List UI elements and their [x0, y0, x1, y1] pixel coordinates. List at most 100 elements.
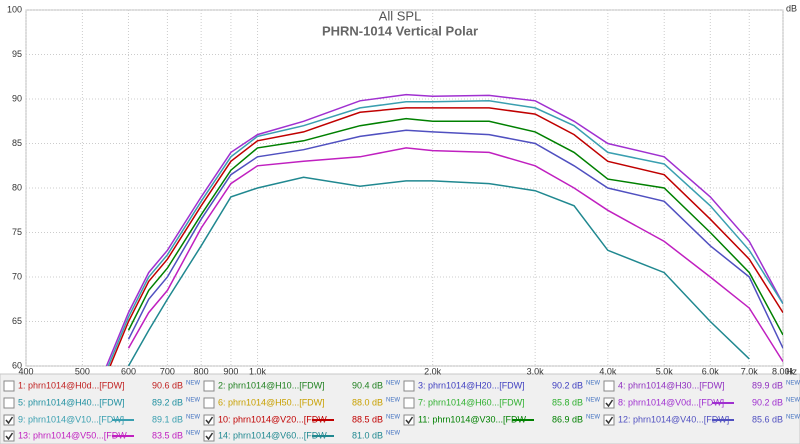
legend-checkbox — [3, 380, 15, 392]
legend-checkmark — [205, 416, 214, 425]
legend-name: 2: phrn1014@H10...[FDW] — [218, 380, 325, 390]
series-line — [127, 147, 783, 362]
legend-name: 4: phrn1014@H30...[FDW] — [618, 380, 725, 390]
legend-badge: NEW — [386, 415, 400, 421]
series-line — [107, 100, 783, 366]
x-tick-label: 7.0k — [741, 366, 759, 376]
legend-name: 8: phrn1014@V0d...[FDW] — [618, 397, 724, 407]
x-tick-label: 900 — [223, 366, 238, 376]
legend-badge: NEW — [186, 415, 200, 421]
legend-name: 11: phrn1014@V30...[FDW — [418, 414, 527, 424]
legend-name: 7: phrn1014@H60...[FDW] — [418, 397, 525, 407]
legend-checkmark — [405, 416, 414, 425]
legend-level: 88.5 dB — [352, 414, 383, 424]
x-tick-label: 400 — [18, 366, 33, 376]
legend-checkbox — [603, 414, 615, 426]
y-tick-label: 70 — [12, 271, 22, 281]
y-tick-label: 65 — [12, 316, 22, 326]
legend-checkbox — [403, 414, 415, 426]
legend-badge: NEW — [386, 431, 400, 437]
legend-panel — [0, 373, 800, 444]
y-tick-label: 95 — [12, 49, 22, 59]
legend-badge: NEW — [386, 398, 400, 404]
legend-level: 85.8 dB — [552, 397, 583, 407]
y-tick-label: 100 — [7, 4, 22, 14]
legend-level: 89.1 dB — [152, 414, 183, 424]
legend-checkbox — [203, 397, 215, 409]
legend-checkmark — [605, 399, 614, 408]
legend-level: 88.0 dB — [352, 397, 383, 407]
legend-badge: NEW — [186, 381, 200, 387]
legend-badge: NEW — [586, 415, 600, 421]
y-tick-label: 85 — [12, 138, 22, 148]
legend-level: 81.0 dB — [352, 430, 383, 440]
legend-checkmark — [5, 432, 14, 441]
legend-checkbox — [403, 397, 415, 409]
x-tick-label: 600 — [121, 366, 136, 376]
x-tick-label: 8.00k — [772, 366, 795, 376]
legend-name: 3: phrn1014@H20...[FDW] — [418, 380, 525, 390]
series-line — [127, 117, 783, 336]
x-tick-label: 800 — [194, 366, 209, 376]
legend-badge: NEW — [786, 398, 800, 404]
legend-name: 14: phrn1014@V60...[FDW — [218, 430, 327, 440]
legend-level: 86.9 dB — [552, 414, 583, 424]
legend-badge: NEW — [786, 381, 800, 387]
legend-badge: NEW — [186, 398, 200, 404]
legend-name: 12: phrn1014@V40...[FDW] — [618, 414, 729, 424]
x-tick-label: 4.0k — [599, 366, 617, 376]
y-unit: dB — [786, 3, 797, 13]
legend-name: 1: phrn1014@H0d...[FDW] — [18, 380, 125, 390]
legend-checkbox — [203, 414, 215, 426]
legend-checkbox — [3, 414, 15, 426]
series-line — [109, 107, 783, 366]
legend-level: 90.6 dB — [152, 380, 183, 390]
x-tick-label: 500 — [75, 366, 90, 376]
legend-checkbox — [203, 430, 215, 442]
legend-badge: NEW — [586, 381, 600, 387]
y-tick-label: 90 — [12, 93, 22, 103]
series-line — [127, 129, 783, 349]
series-line — [127, 176, 750, 366]
legend-checkmark — [205, 432, 214, 441]
legend-checkbox — [203, 380, 215, 392]
x-tick-label: 6.0k — [702, 366, 720, 376]
legend-name: 9: phrn1014@V10...[FDW] — [18, 414, 124, 424]
legend-checkbox — [603, 380, 615, 392]
x-unit: Hz — [786, 366, 797, 376]
series-line — [105, 93, 783, 366]
legend-level: 90.4 dB — [352, 380, 383, 390]
legend-name: 6: phrn1014@H50...[FDW] — [218, 397, 325, 407]
x-tick-label: 3.0k — [527, 366, 545, 376]
chart-title: All SPL — [379, 8, 422, 23]
x-tick-label: 700 — [160, 366, 175, 376]
y-tick-label: 75 — [12, 227, 22, 237]
x-tick-label: 1.0k — [249, 366, 267, 376]
legend-level: 90.2 dB — [752, 397, 783, 407]
legend-badge: NEW — [786, 415, 800, 421]
legend-badge: NEW — [386, 381, 400, 387]
legend-level: 89.9 dB — [752, 380, 783, 390]
legend-level: 89.2 dB — [152, 397, 183, 407]
legend-level: 90.2 dB — [552, 380, 583, 390]
legend-checkmark — [5, 416, 14, 425]
legend-name: 13: phrn1014@V50...[FDW — [18, 430, 127, 440]
legend-checkbox — [403, 380, 415, 392]
legend-level: 85.6 dB — [752, 414, 783, 424]
x-tick-label: 2.0k — [424, 366, 442, 376]
legend-level: 83.5 dB — [152, 430, 183, 440]
y-tick-label: 60 — [12, 360, 22, 370]
y-tick-label: 80 — [12, 182, 22, 192]
x-tick-label: 5.0k — [656, 366, 674, 376]
chart-subtitle: PHRN-1014 Vertical Polar — [322, 23, 478, 38]
legend-checkbox — [3, 397, 15, 409]
legend-badge: NEW — [186, 431, 200, 437]
legend-checkmark — [605, 416, 614, 425]
legend-name: 5: phrn1014@H40...[FDW] — [18, 397, 125, 407]
legend-checkbox — [3, 430, 15, 442]
legend-badge: NEW — [586, 398, 600, 404]
legend-checkbox — [603, 397, 615, 409]
legend-name: 10: phrn1014@V20...[FDW — [218, 414, 327, 424]
